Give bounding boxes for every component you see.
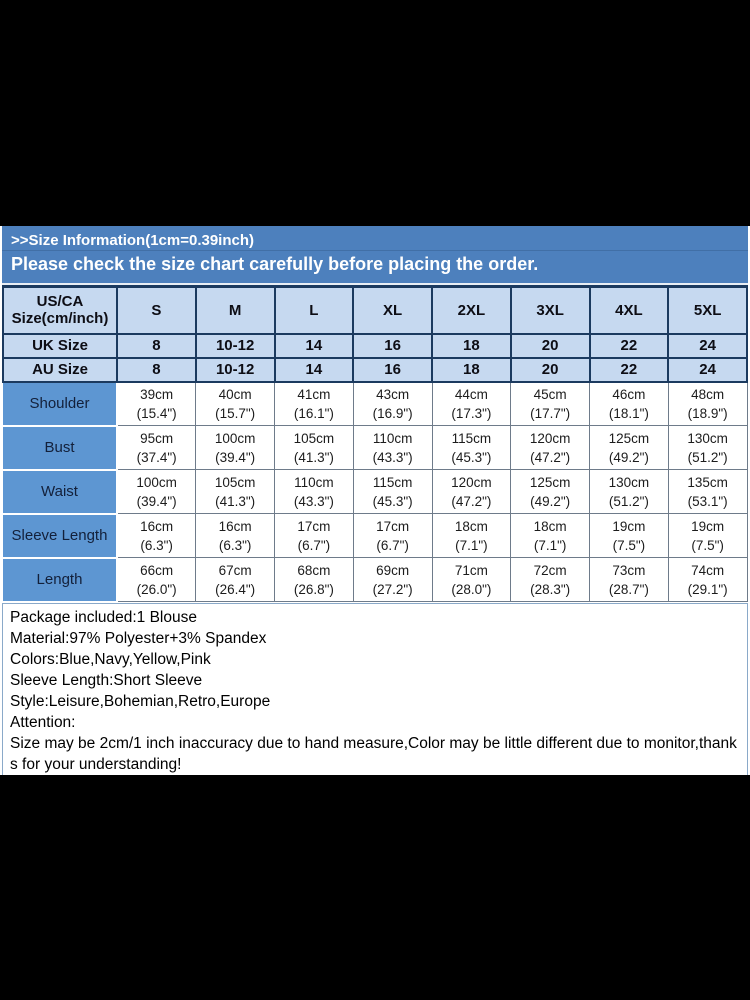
size-value-cell: 16cm (6.3") bbox=[195, 513, 275, 558]
size-value-cell: 19cm (7.5") bbox=[667, 513, 748, 558]
size-value-cell: 110cm (43.3") bbox=[274, 469, 354, 514]
size-value-cell: 16 bbox=[352, 332, 433, 359]
size-value-cell: 20 bbox=[509, 332, 591, 359]
row-label: Sleeve Length bbox=[3, 512, 118, 559]
size-col-header: XL bbox=[352, 285, 433, 335]
size-value-cell: 74cm (29.1") bbox=[667, 557, 748, 602]
size-value-cell: 17cm (6.7") bbox=[352, 513, 433, 558]
size-value-cell: 105cm (41.3") bbox=[274, 425, 354, 470]
size-value-cell: 14 bbox=[273, 356, 355, 383]
size-value-cell: 43cm (16.9") bbox=[352, 381, 433, 426]
size-value-cell: 16cm (6.3") bbox=[116, 513, 197, 558]
size-value-cell: 22 bbox=[588, 356, 670, 383]
size-value-cell: 18cm (7.1") bbox=[431, 513, 512, 558]
size-value-cell: 95cm (37.4") bbox=[116, 425, 197, 470]
size-value-cell: 19cm (7.5") bbox=[589, 513, 669, 558]
detail-line-attention: Attention: bbox=[10, 713, 76, 731]
size-value-cell: 73cm (28.7") bbox=[589, 557, 669, 602]
size-value-cell: 24 bbox=[667, 356, 748, 383]
size-value-cell: 20 bbox=[509, 356, 591, 383]
banner-title: >>Size Information(1cm=0.39inch) bbox=[2, 226, 748, 251]
measurement-row-shoulder: Shoulder 39cm (15.4") 40cm (15.7") 41cm … bbox=[3, 380, 748, 427]
size-value-cell: 125cm (49.2") bbox=[510, 469, 590, 514]
size-col-header: US/CA Size(cm/inch) bbox=[2, 285, 118, 335]
size-value-cell: 67cm (26.4") bbox=[195, 557, 275, 602]
size-value-cell: 100cm (39.4") bbox=[116, 469, 197, 514]
size-value-cell: 16 bbox=[352, 356, 433, 383]
size-value-cell: 17cm (6.7") bbox=[274, 513, 354, 558]
size-value-cell: 130cm (51.2") bbox=[589, 469, 669, 514]
size-col-header: 4XL bbox=[588, 285, 670, 335]
row-label: Shoulder bbox=[3, 380, 118, 427]
banner-subtitle: Please check the size chart carefully be… bbox=[11, 254, 539, 274]
detail-line-material: Material:97% Polyester+3% Spandex bbox=[10, 629, 267, 647]
row-label: UK Size bbox=[2, 332, 118, 359]
row-label: Length bbox=[3, 556, 118, 603]
size-value-cell: 115cm (45.3") bbox=[352, 469, 433, 514]
detail-line-package: Package included:1 Blouse bbox=[10, 608, 197, 626]
size-value-cell: 45cm (17.7") bbox=[510, 381, 590, 426]
size-value-cell: 44cm (17.3") bbox=[431, 381, 512, 426]
size-value-cell: 72cm (28.3") bbox=[510, 557, 590, 602]
size-value-cell: 120cm (47.2") bbox=[510, 425, 590, 470]
size-value-cell: 125cm (49.2") bbox=[589, 425, 669, 470]
measurement-row-bust: Bust 95cm (37.4") 100cm (39.4") 105cm (4… bbox=[3, 424, 748, 471]
size-value-cell: 115cm (45.3") bbox=[431, 425, 512, 470]
size-value-cell: 68cm (26.8") bbox=[274, 557, 354, 602]
measurement-row-length: Length 66cm (26.0") 67cm (26.4") 68cm (2… bbox=[3, 556, 748, 603]
row-label: Waist bbox=[3, 468, 118, 515]
au-size-row: AU Size 8 10-12 14 16 18 20 22 24 bbox=[2, 356, 748, 383]
uk-size-row: UK Size 8 10-12 14 16 18 20 22 24 bbox=[2, 332, 748, 359]
product-details: Package included:1 Blouse Material:97% P… bbox=[2, 602, 748, 782]
detail-line-style: Style:Leisure,Bohemian,Retro,Europe bbox=[10, 692, 271, 710]
size-value-cell: 120cm (47.2") bbox=[431, 469, 512, 514]
table-header-row: US/CA Size(cm/inch) S M L XL 2XL 3XL 4XL… bbox=[2, 285, 748, 335]
size-value-cell: 100cm (39.4") bbox=[195, 425, 275, 470]
size-col-header: L bbox=[273, 285, 355, 335]
size-col-header: 5XL bbox=[667, 285, 748, 335]
size-col-header: S bbox=[116, 285, 197, 335]
size-value-cell: 18 bbox=[431, 332, 512, 359]
size-value-cell: 8 bbox=[116, 356, 197, 383]
measurement-row-waist: Waist 100cm (39.4") 105cm (41.3") 110cm … bbox=[3, 468, 748, 515]
size-value-cell: 135cm (53.1") bbox=[667, 469, 748, 514]
size-value-cell: 110cm (43.3") bbox=[352, 425, 433, 470]
size-info-banner: >>Size Information(1cm=0.39inch) Please … bbox=[2, 226, 748, 285]
size-value-cell: 39cm (15.4") bbox=[116, 381, 197, 426]
size-value-cell: 10-12 bbox=[194, 356, 276, 383]
size-chart-table: US/CA Size(cm/inch) S M L XL 2XL 3XL 4XL… bbox=[2, 285, 748, 603]
row-label: AU Size bbox=[2, 356, 118, 383]
size-value-cell: 10-12 bbox=[194, 332, 276, 359]
size-info-page: >>Size Information(1cm=0.39inch) Please … bbox=[0, 226, 750, 782]
bottom-letterbox bbox=[0, 775, 750, 1000]
detail-line-sleeve: Sleeve Length:Short Sleeve bbox=[10, 671, 203, 689]
size-value-cell: 22 bbox=[588, 332, 670, 359]
size-value-cell: 18cm (7.1") bbox=[510, 513, 590, 558]
size-value-cell: 46cm (18.1") bbox=[589, 381, 669, 426]
size-value-cell: 71cm (28.0") bbox=[431, 557, 512, 602]
row-label: Bust bbox=[3, 424, 118, 471]
size-value-cell: 69cm (27.2") bbox=[352, 557, 433, 602]
size-value-cell: 48cm (18.9") bbox=[667, 381, 748, 426]
size-col-header: 3XL bbox=[509, 285, 591, 335]
detail-line-disclaimer: Size may be 2cm/1 inch inaccuracy due to… bbox=[10, 734, 737, 773]
size-value-cell: 8 bbox=[116, 332, 197, 359]
size-value-cell: 105cm (41.3") bbox=[195, 469, 275, 514]
size-col-header: M bbox=[194, 285, 276, 335]
top-letterbox bbox=[0, 0, 750, 226]
size-value-cell: 130cm (51.2") bbox=[667, 425, 748, 470]
size-value-cell: 14 bbox=[273, 332, 355, 359]
size-value-cell: 41cm (16.1") bbox=[274, 381, 354, 426]
size-value-cell: 24 bbox=[667, 332, 748, 359]
measurement-row-sleeve-length: Sleeve Length 16cm (6.3") 16cm (6.3") 17… bbox=[3, 512, 748, 559]
size-value-cell: 40cm (15.7") bbox=[195, 381, 275, 426]
detail-line-colors: Colors:Blue,Navy,Yellow,Pink bbox=[10, 650, 211, 668]
size-value-cell: 18 bbox=[431, 356, 512, 383]
size-col-header: 2XL bbox=[431, 285, 512, 335]
size-value-cell: 66cm (26.0") bbox=[116, 557, 197, 602]
